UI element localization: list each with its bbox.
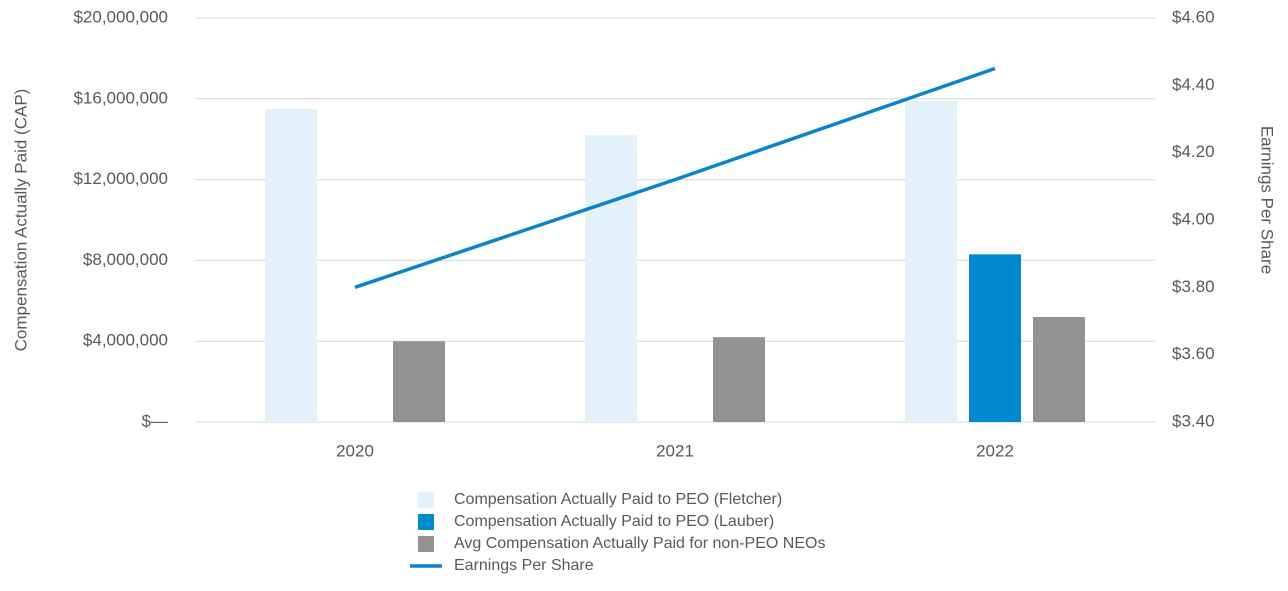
bar [1033,316,1085,422]
y2-tick-label: $3.60 [1172,344,1215,363]
legend-label: Compensation Actually Paid to PEO (Laube… [454,513,774,530]
bar [265,108,317,423]
x-tick-label: 2022 [976,441,1014,460]
bar [713,337,765,422]
y-tick-label: $16,000,000 [73,88,168,107]
y-axis-title: Compensation Actually Paid (CAP) [11,89,30,352]
y-tick-label: $8,000,000 [83,250,168,269]
line [354,66,996,289]
y-tick-label: $4,000,000 [83,331,168,350]
bar [585,135,637,422]
x-tick-label: 2020 [336,441,374,460]
bar [905,100,957,422]
y2-tick-label: $3.40 [1172,411,1215,430]
x-tick-label: 2021 [656,441,694,460]
y2-tick-label: $4.60 [1172,7,1215,26]
y2-tick-label: $4.40 [1172,75,1215,94]
legend-swatch [418,536,434,552]
legend-swatch [418,492,434,508]
bar [969,254,1021,422]
legend-swatch [418,514,434,530]
legend-label: Earnings Per Share [454,557,594,574]
y2-tick-label: $4.00 [1172,209,1215,228]
y2-axis-title: Earnings Per Share [1258,126,1277,274]
legend-label: Compensation Actually Paid to PEO (Fletc… [454,491,782,508]
y2-tick-label: $4.20 [1172,142,1215,161]
y-tick-label: $— [142,411,168,430]
bar [393,341,445,422]
y-tick-label: $20,000,000 [73,7,168,26]
y2-tick-label: $3.80 [1172,277,1215,296]
y-tick-label: $12,000,000 [73,169,168,188]
legend-label: Avg Compensation Actually Paid for non-P… [454,535,825,552]
